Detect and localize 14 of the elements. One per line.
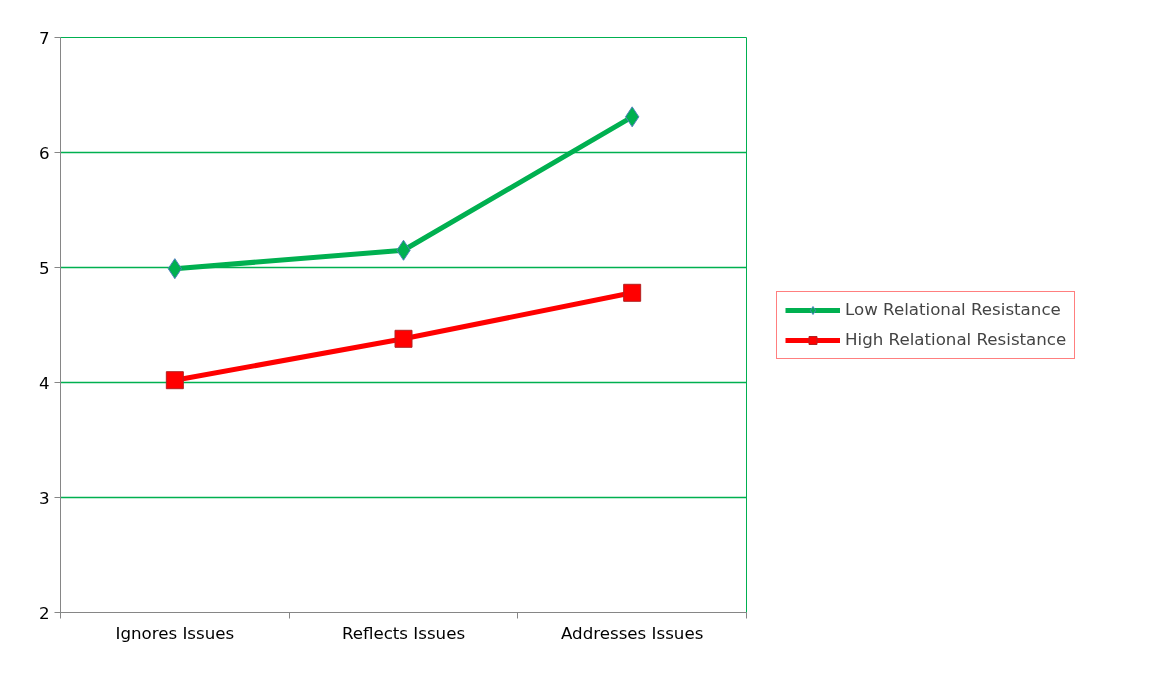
x-tick-label: Addresses Issues: [561, 623, 704, 643]
legend-label: High Relational Resistance: [845, 330, 1067, 349]
x-tick-label: Reflects Issues: [341, 623, 466, 643]
y-tick-label: 5: [38, 258, 50, 278]
y-tick-label: 4: [38, 373, 50, 393]
point: [623, 283, 642, 302]
legend-label: Low Relational Resistance: [845, 300, 1061, 319]
y-tick-label: 3: [38, 488, 50, 508]
point: [165, 371, 184, 390]
point: [394, 329, 413, 348]
x-tick-label: Ignores Issues: [115, 623, 235, 643]
y-tick-label: 6: [38, 143, 50, 163]
y-tick-label: 2: [38, 603, 50, 623]
y-tick-label: 7: [38, 28, 50, 48]
